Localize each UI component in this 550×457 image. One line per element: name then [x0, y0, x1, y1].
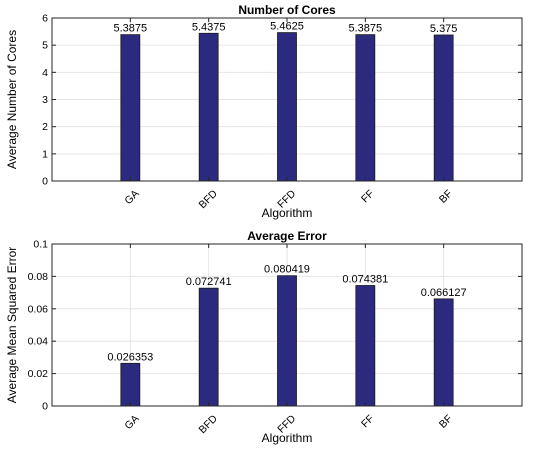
y-tick-label: 5: [42, 40, 48, 52]
y-tick-label: 0: [42, 176, 48, 188]
chart-average-error: 00.020.040.060.080.1GA BFD FFD FF BF0.026353…: [5, 229, 523, 445]
y-tick-label: 0.02: [28, 368, 49, 380]
data-label: 0.026353: [107, 351, 153, 363]
y-axis-label: Average Number of Cores: [5, 30, 19, 169]
data-label: 5.375: [430, 23, 458, 35]
y-tick-label: 6: [42, 13, 48, 25]
x-tick-label: BFD: [197, 412, 221, 436]
bar-ga: [120, 362, 141, 407]
x-axis-label: Algorithm: [262, 431, 313, 445]
y-tick-label: 0: [42, 401, 48, 413]
bar-ffd: [277, 32, 297, 182]
y-tick-label: 0.06: [28, 303, 49, 315]
data-label: 5.4375: [192, 21, 226, 33]
x-tick-label: BF: [437, 188, 455, 206]
y-axis-label: Average Mean Squared Error: [5, 247, 19, 404]
bar-ff: [355, 285, 376, 407]
x-tick-label: FF: [359, 413, 377, 431]
bar-bf: [433, 34, 454, 182]
bar-ffd: [277, 275, 297, 407]
data-label: 0.074381: [342, 274, 388, 286]
x-tick-label: BF: [437, 413, 455, 431]
data-label: 0.080419: [264, 264, 310, 276]
x-axis-label: Algorithm: [262, 206, 313, 220]
bar-bfd: [198, 287, 219, 407]
data-label: 0.066127: [421, 287, 467, 299]
chart-title: Average Error: [247, 229, 327, 243]
bar-bfd: [198, 32, 219, 182]
y-tick-label: 0.04: [28, 336, 49, 348]
bar-bf: [433, 298, 454, 407]
y-tick-label: 0.1: [33, 239, 48, 251]
x-tick-label: BFD: [197, 187, 221, 211]
y-tick-label: 1: [42, 148, 48, 160]
x-tick-label: GA: [122, 188, 141, 207]
data-label: 5.3875: [114, 23, 148, 35]
x-tick-label: FF: [359, 188, 377, 206]
bar-ga: [120, 34, 141, 182]
x-tick-label: GA: [122, 413, 141, 432]
data-label: 5.4625: [270, 21, 304, 33]
y-tick-label: 2: [42, 121, 48, 133]
bar-ff: [355, 34, 376, 182]
chart-title: Number of Cores: [238, 3, 336, 17]
data-label: 0.072741: [186, 276, 232, 288]
data-label: 5.3875: [349, 23, 383, 35]
y-tick-label: 0.08: [28, 271, 49, 283]
y-tick-label: 4: [42, 67, 48, 79]
y-tick-label: 3: [42, 94, 48, 106]
